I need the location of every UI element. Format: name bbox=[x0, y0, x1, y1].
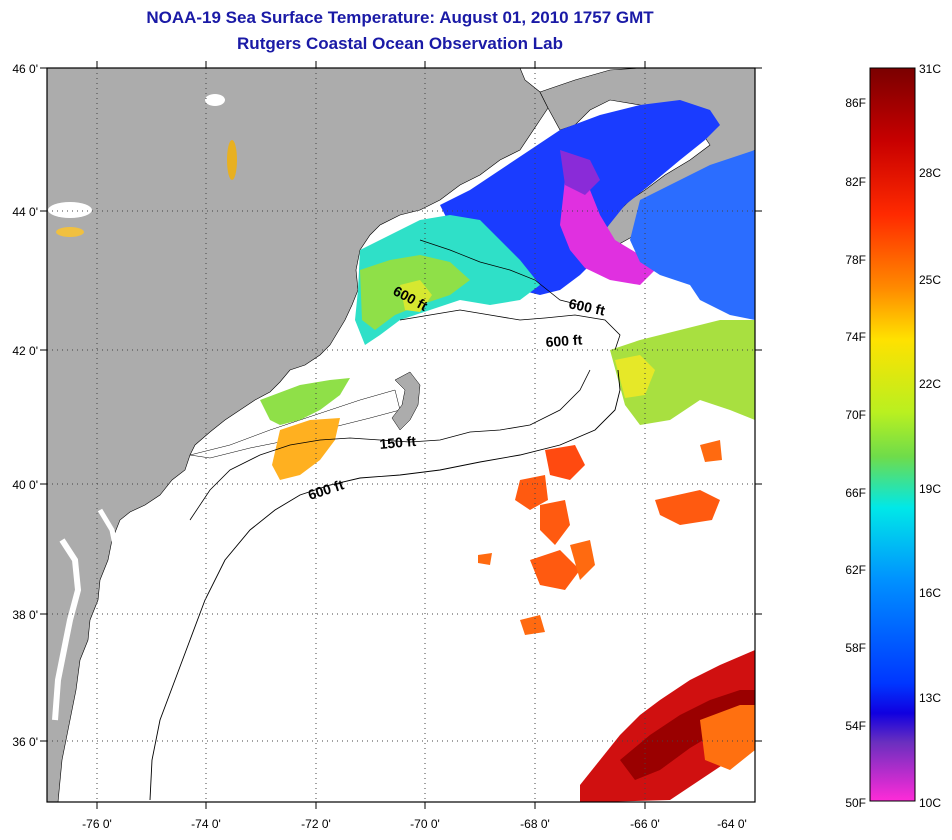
lake bbox=[48, 202, 92, 218]
land-north-america bbox=[47, 68, 549, 802]
cape-cod bbox=[391, 371, 421, 431]
sst-offshore-patch bbox=[520, 615, 545, 635]
colorbar-f-label: 86F bbox=[845, 96, 866, 110]
colorbar-f-label: 70F bbox=[845, 408, 866, 422]
sst-yellow-green bbox=[400, 280, 432, 312]
colorbar-f-label: 74F bbox=[845, 330, 866, 344]
colorbar-c-label: 31C bbox=[919, 62, 941, 76]
contour-150ft bbox=[189, 369, 591, 521]
contour-label: 600 ft bbox=[545, 331, 583, 350]
sst-cold-core-magenta bbox=[560, 180, 655, 285]
contour-600ft bbox=[149, 369, 621, 801]
sst-offshore-patch bbox=[545, 445, 585, 480]
chesapeake-bay bbox=[52, 538, 82, 721]
sst-offshore-patch bbox=[478, 553, 492, 565]
lat-label: 46 0' bbox=[12, 62, 38, 76]
colorbar-c-label: 19C bbox=[919, 482, 941, 496]
colorbar-c-label: 10C bbox=[919, 796, 941, 810]
lon-label: -76 0' bbox=[82, 817, 112, 831]
lon-label: -64 0' bbox=[717, 817, 747, 831]
sst-gulf-stream-edge bbox=[700, 705, 755, 770]
lat-label: 40 0' bbox=[12, 478, 38, 492]
sst-georges-green bbox=[610, 320, 755, 425]
colorbar-f-label: 62F bbox=[845, 563, 866, 577]
colorbar-f-label: 54F bbox=[845, 719, 866, 733]
sst-nj-green bbox=[260, 378, 350, 425]
colorbar-c-label: 25C bbox=[919, 273, 941, 287]
sst-offshore-patch bbox=[700, 440, 722, 462]
axis-ticks bbox=[40, 61, 762, 809]
sst-offshore-patch bbox=[540, 500, 570, 545]
lon-label: -72 0' bbox=[301, 817, 331, 831]
colorbar-f-label: 82F bbox=[845, 175, 866, 189]
sst-cold-core-violet bbox=[560, 150, 600, 195]
contour-label: 150 ft bbox=[379, 433, 417, 452]
colorbar-f-label: 58F bbox=[845, 641, 866, 655]
temperature-colorbar bbox=[869, 67, 916, 802]
colorbar-c-label: 13C bbox=[919, 691, 941, 705]
sst-offshore-patch bbox=[515, 475, 548, 510]
map-subtitle: Rutgers Coastal Ocean Observation Lab bbox=[237, 34, 563, 53]
sst-offshore-patch bbox=[570, 540, 595, 580]
lon-label: -70 0' bbox=[410, 817, 440, 831]
delaware-bay bbox=[97, 508, 123, 591]
sst-nybight-warm bbox=[272, 418, 340, 480]
lat-label: 44 0' bbox=[12, 205, 38, 219]
sst-offshore-patch bbox=[655, 490, 720, 525]
sst-georges-yellow bbox=[615, 355, 655, 398]
lake-warm-patch bbox=[227, 140, 237, 180]
lake-warm-patch bbox=[56, 227, 84, 237]
lat-label: 36 0' bbox=[12, 735, 38, 749]
colorbar-f-label: 50F bbox=[845, 796, 866, 810]
colorbar-c-label: 16C bbox=[919, 586, 941, 600]
lat-label: 42 0' bbox=[12, 344, 38, 358]
gridlines bbox=[47, 68, 755, 802]
colorbar-f-label: 66F bbox=[845, 486, 866, 500]
lon-label: -66 0' bbox=[630, 817, 660, 831]
lake bbox=[205, 94, 225, 106]
long-island-sound bbox=[189, 389, 401, 459]
colorbar-c-label: 28C bbox=[919, 166, 941, 180]
map-title: NOAA-19 Sea Surface Temperature: August … bbox=[146, 8, 654, 27]
sst-offshore-patch bbox=[530, 550, 580, 590]
contour-label: 600 ft bbox=[567, 295, 606, 318]
sst-scotian-blue bbox=[630, 150, 755, 320]
lon-label: -74 0' bbox=[191, 817, 221, 831]
contour-600ft-gulf bbox=[399, 309, 621, 351]
map-frame bbox=[46, 67, 756, 803]
colorbar-c-label: 22C bbox=[919, 377, 941, 391]
lon-label: -68 0' bbox=[520, 817, 550, 831]
contour-inner bbox=[419, 239, 581, 306]
lat-label: 38 0' bbox=[12, 608, 38, 622]
colorbar-f-label: 78F bbox=[845, 253, 866, 267]
